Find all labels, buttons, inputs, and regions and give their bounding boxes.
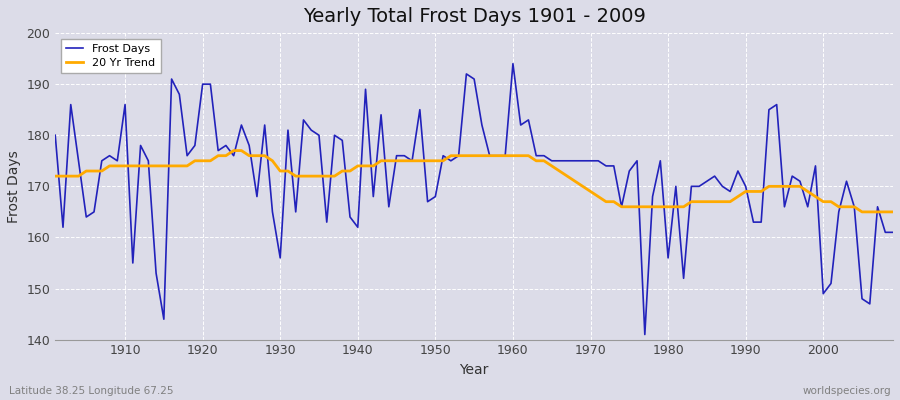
Y-axis label: Frost Days: Frost Days: [7, 150, 21, 223]
Frost Days: [500, 153, 510, 158]
20 Yr Trend: [337, 169, 347, 174]
20 Yr Trend: [516, 153, 526, 158]
Text: Latitude 38.25 Longitude 67.25: Latitude 38.25 Longitude 67.25: [9, 386, 174, 396]
20 Yr Trend: [608, 199, 619, 204]
20 Yr Trend: [50, 174, 60, 178]
20 Yr Trend: [229, 148, 239, 153]
Frost Days: [329, 133, 340, 138]
Frost Days: [608, 164, 619, 168]
Frost Days: [639, 332, 650, 337]
Frost Days: [112, 158, 122, 163]
Frost Days: [887, 230, 898, 235]
20 Yr Trend: [112, 164, 122, 168]
20 Yr Trend: [291, 174, 302, 178]
Title: Yearly Total Frost Days 1901 - 2009: Yearly Total Frost Days 1901 - 2009: [302, 7, 645, 26]
20 Yr Trend: [887, 210, 898, 214]
Line: 20 Yr Trend: 20 Yr Trend: [55, 150, 893, 212]
Line: Frost Days: Frost Days: [55, 64, 893, 334]
Frost Days: [516, 123, 526, 128]
Frost Days: [283, 128, 293, 132]
Frost Days: [508, 61, 518, 66]
20 Yr Trend: [508, 153, 518, 158]
Legend: Frost Days, 20 Yr Trend: Frost Days, 20 Yr Trend: [61, 39, 160, 73]
Frost Days: [50, 133, 60, 138]
Text: worldspecies.org: worldspecies.org: [803, 386, 891, 396]
20 Yr Trend: [857, 210, 868, 214]
X-axis label: Year: Year: [460, 363, 489, 377]
